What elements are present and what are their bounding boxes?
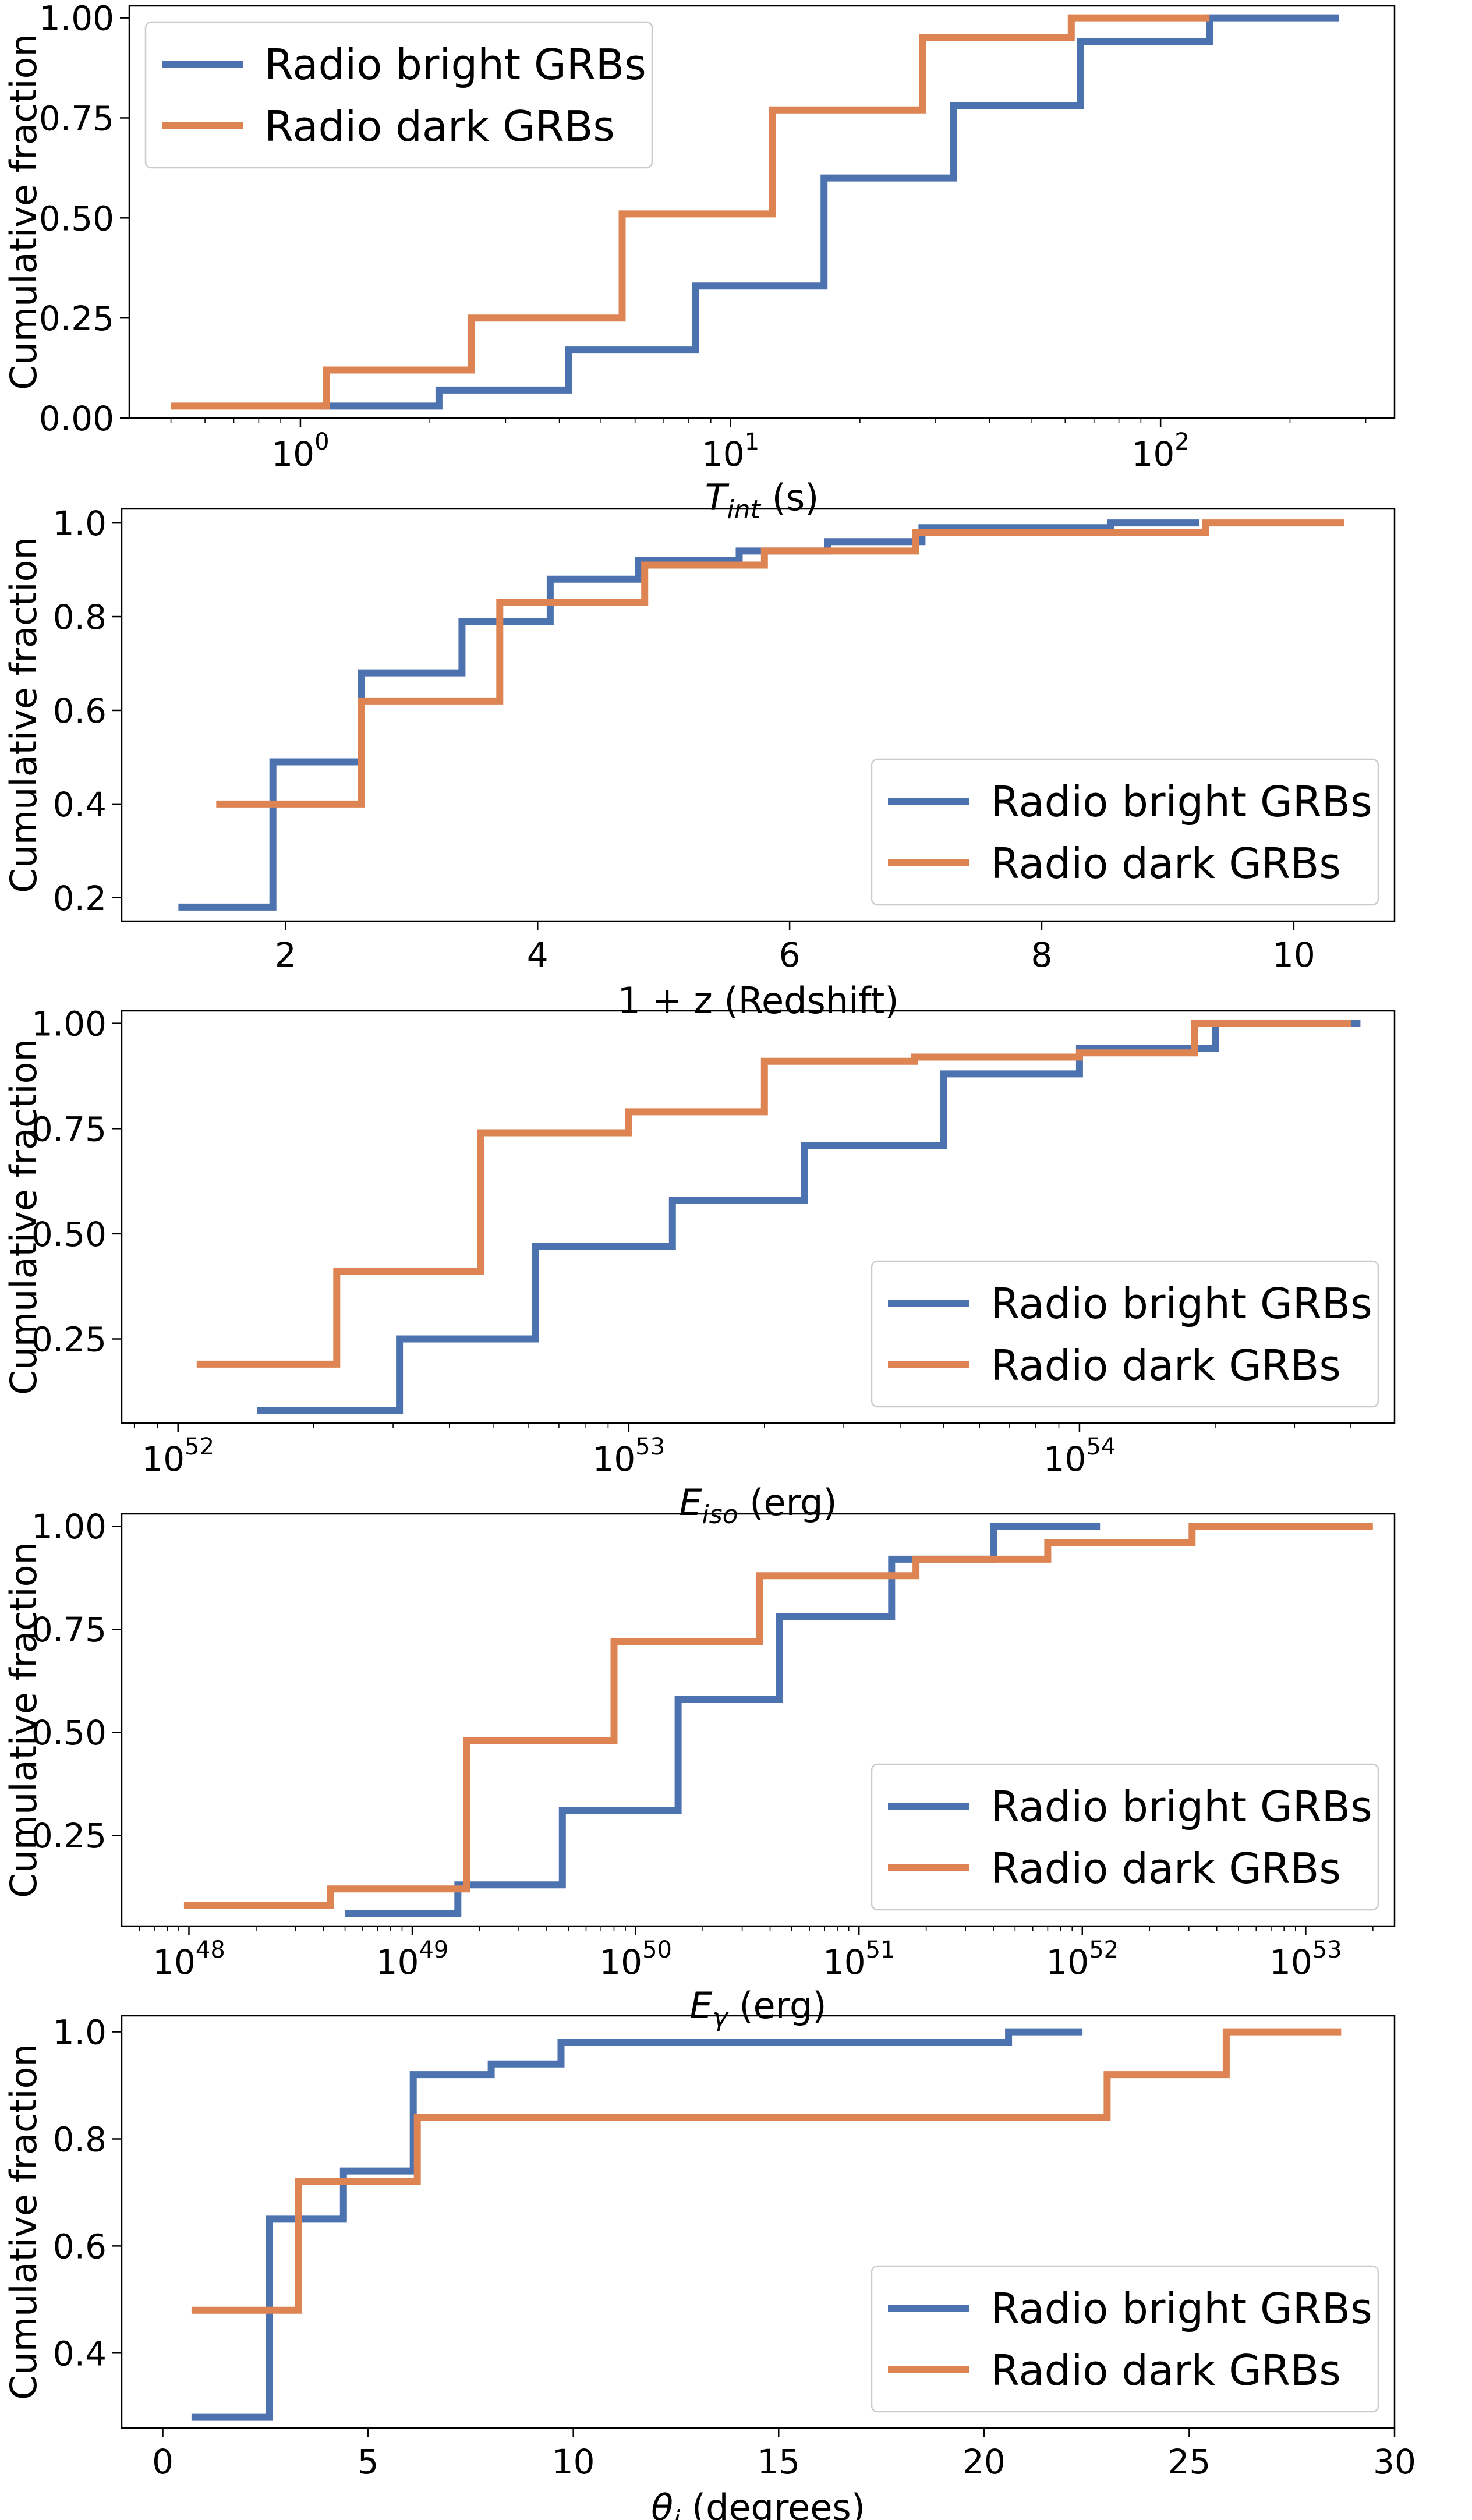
legend-label-radio-dark: Radio dark GRBs [990, 2346, 1341, 2395]
series-line-radio-dark [183, 1523, 1373, 1909]
x-tick-label: 8 [1031, 935, 1053, 975]
y-axis-label: Cumulative fraction [2, 1542, 45, 1898]
series-line-radio-dark [216, 519, 1344, 808]
x-tick-label: 1050 [599, 1937, 672, 1982]
x-tick-label: 1049 [376, 1937, 449, 1982]
legend: Radio bright GRBs Radio dark GRBs [144, 21, 653, 169]
legend-label-radio-dark: Radio dark GRBs [990, 1341, 1341, 1390]
y-tick-label: 0.50 [31, 1215, 107, 1254]
series-line-radio-dark [191, 2028, 1342, 2314]
y-axis-label: Cumulative fraction [2, 537, 45, 893]
legend-frame [871, 1260, 1379, 1408]
panel-e-gamma: 1048 1049 1050 1051 1052 1053 0.25 0.50 0.75 1.00… [2, 1507, 1396, 2033]
y-tick-label: 0.50 [39, 199, 114, 238]
y-tick-label: 1.0 [53, 2013, 107, 2052]
x-tick-label: 4 [527, 935, 549, 975]
x-tick-label: 101 [702, 429, 759, 474]
x-axis-label: Tint (s) [705, 476, 819, 525]
y-tick-label: 0.50 [31, 1713, 107, 1753]
y-tick-label: 0.6 [53, 2227, 107, 2266]
y-tick-label: 0.75 [31, 1109, 107, 1149]
legend-label-radio-bright: Radio bright GRBs [990, 1782, 1372, 1831]
axes-frame [121, 1010, 1396, 1424]
x-tick-label: 0 [152, 2442, 174, 2482]
legend-label-radio-bright: Radio bright GRBs [264, 40, 646, 89]
legend: Radio bright GRBs Radio dark GRBs [871, 1260, 1379, 1408]
y-axis-label: Cumulative fraction [2, 1039, 45, 1395]
x-tick-label: 1053 [1269, 1937, 1342, 1982]
x-tick-label: 6 [779, 935, 801, 975]
x-tick-label: 25 [1168, 2442, 1211, 2482]
legend-label-radio-dark: Radio dark GRBs [990, 1844, 1341, 1893]
legend-label-radio-bright: Radio bright GRBs [990, 1279, 1372, 1328]
x-tick-label: 1054 [1043, 1434, 1116, 1479]
y-tick-label: 1.00 [31, 1507, 107, 1546]
legend: Radio bright GRBs Radio dark GRBs [871, 758, 1379, 906]
y-tick-label: 0.25 [31, 1816, 107, 1856]
y-tick-label: 0.00 [39, 399, 114, 438]
panel-t-int: 100 101 102 0.00 0.25 0.50 0.75 1.00Cumulative … [2, 0, 1396, 525]
x-axis-label: θj (degrees) [651, 2486, 865, 2520]
x-axis-label: 1 + z (Redshift) [617, 979, 898, 1022]
x-axis-label: Eiso (erg) [679, 1481, 837, 1530]
y-tick-label: 0.25 [39, 299, 114, 338]
x-tick-label: 1053 [592, 1434, 665, 1479]
x-axis-label: Eγ (erg) [689, 1984, 826, 2033]
x-tick-label: 15 [757, 2442, 800, 2482]
y-tick-label: 0.6 [53, 691, 107, 731]
x-tick-label: 1051 [823, 1937, 896, 1982]
y-tick-label: 1.00 [39, 0, 114, 38]
x-tick-label: 1052 [1046, 1937, 1119, 1982]
legend: Radio bright GRBs Radio dark GRBs [871, 1763, 1379, 1911]
legend-label-radio-dark: Radio dark GRBs [264, 102, 615, 151]
y-tick-label: 0.75 [39, 98, 114, 138]
legend: Radio bright GRBs Radio dark GRBs [871, 2265, 1379, 2413]
legend-frame [871, 758, 1379, 906]
axes-frame [121, 508, 1396, 922]
series-line-radio-bright [318, 14, 1339, 410]
series-line-radio-dark [171, 14, 1210, 410]
y-tick-label: 0.2 [53, 879, 107, 918]
legend-frame [871, 1763, 1379, 1911]
x-tick-label: 1052 [141, 1434, 214, 1479]
x-tick-label: 1048 [153, 1937, 225, 1982]
y-tick-label: 0.8 [53, 597, 107, 637]
y-axis-label: Cumulative fraction [2, 34, 45, 390]
y-tick-label: 0.8 [53, 2119, 107, 2159]
series-line-radio-bright [191, 2028, 1083, 2421]
legend-label-radio-bright: Radio bright GRBs [990, 2284, 1372, 2333]
x-tick-label: 5 [358, 2442, 379, 2482]
y-tick-label: 1.00 [31, 1004, 107, 1044]
y-tick-label: 1.0 [53, 504, 107, 543]
x-tick-label: 20 [963, 2442, 1006, 2482]
x-tick-label: 10 [552, 2442, 595, 2482]
legend-frame [144, 21, 653, 169]
series-line-radio-dark [196, 1020, 1351, 1368]
y-tick-label: 0.4 [53, 785, 107, 824]
legend-frame [871, 2265, 1379, 2413]
y-tick-label: 0.4 [53, 2334, 107, 2373]
y-tick-label: 0.75 [31, 1610, 107, 1650]
axes-frame [128, 5, 1396, 419]
x-tick-label: 2 [275, 935, 296, 975]
x-tick-label: 10 [1272, 935, 1315, 975]
x-tick-label: 102 [1132, 429, 1190, 474]
axes-frame [121, 2015, 1396, 2429]
axes-frame [121, 1513, 1396, 1927]
x-tick-label: 30 [1373, 2442, 1416, 2482]
series-line-radio-bright [257, 1020, 1361, 1414]
legend-label-radio-bright: Radio bright GRBs [990, 777, 1372, 826]
y-axis-label: Cumulative fraction [2, 2044, 45, 2400]
x-tick-label: 100 [271, 429, 329, 474]
y-tick-label: 0.25 [31, 1320, 107, 1360]
legend-label-radio-dark: Radio dark GRBs [990, 839, 1341, 888]
